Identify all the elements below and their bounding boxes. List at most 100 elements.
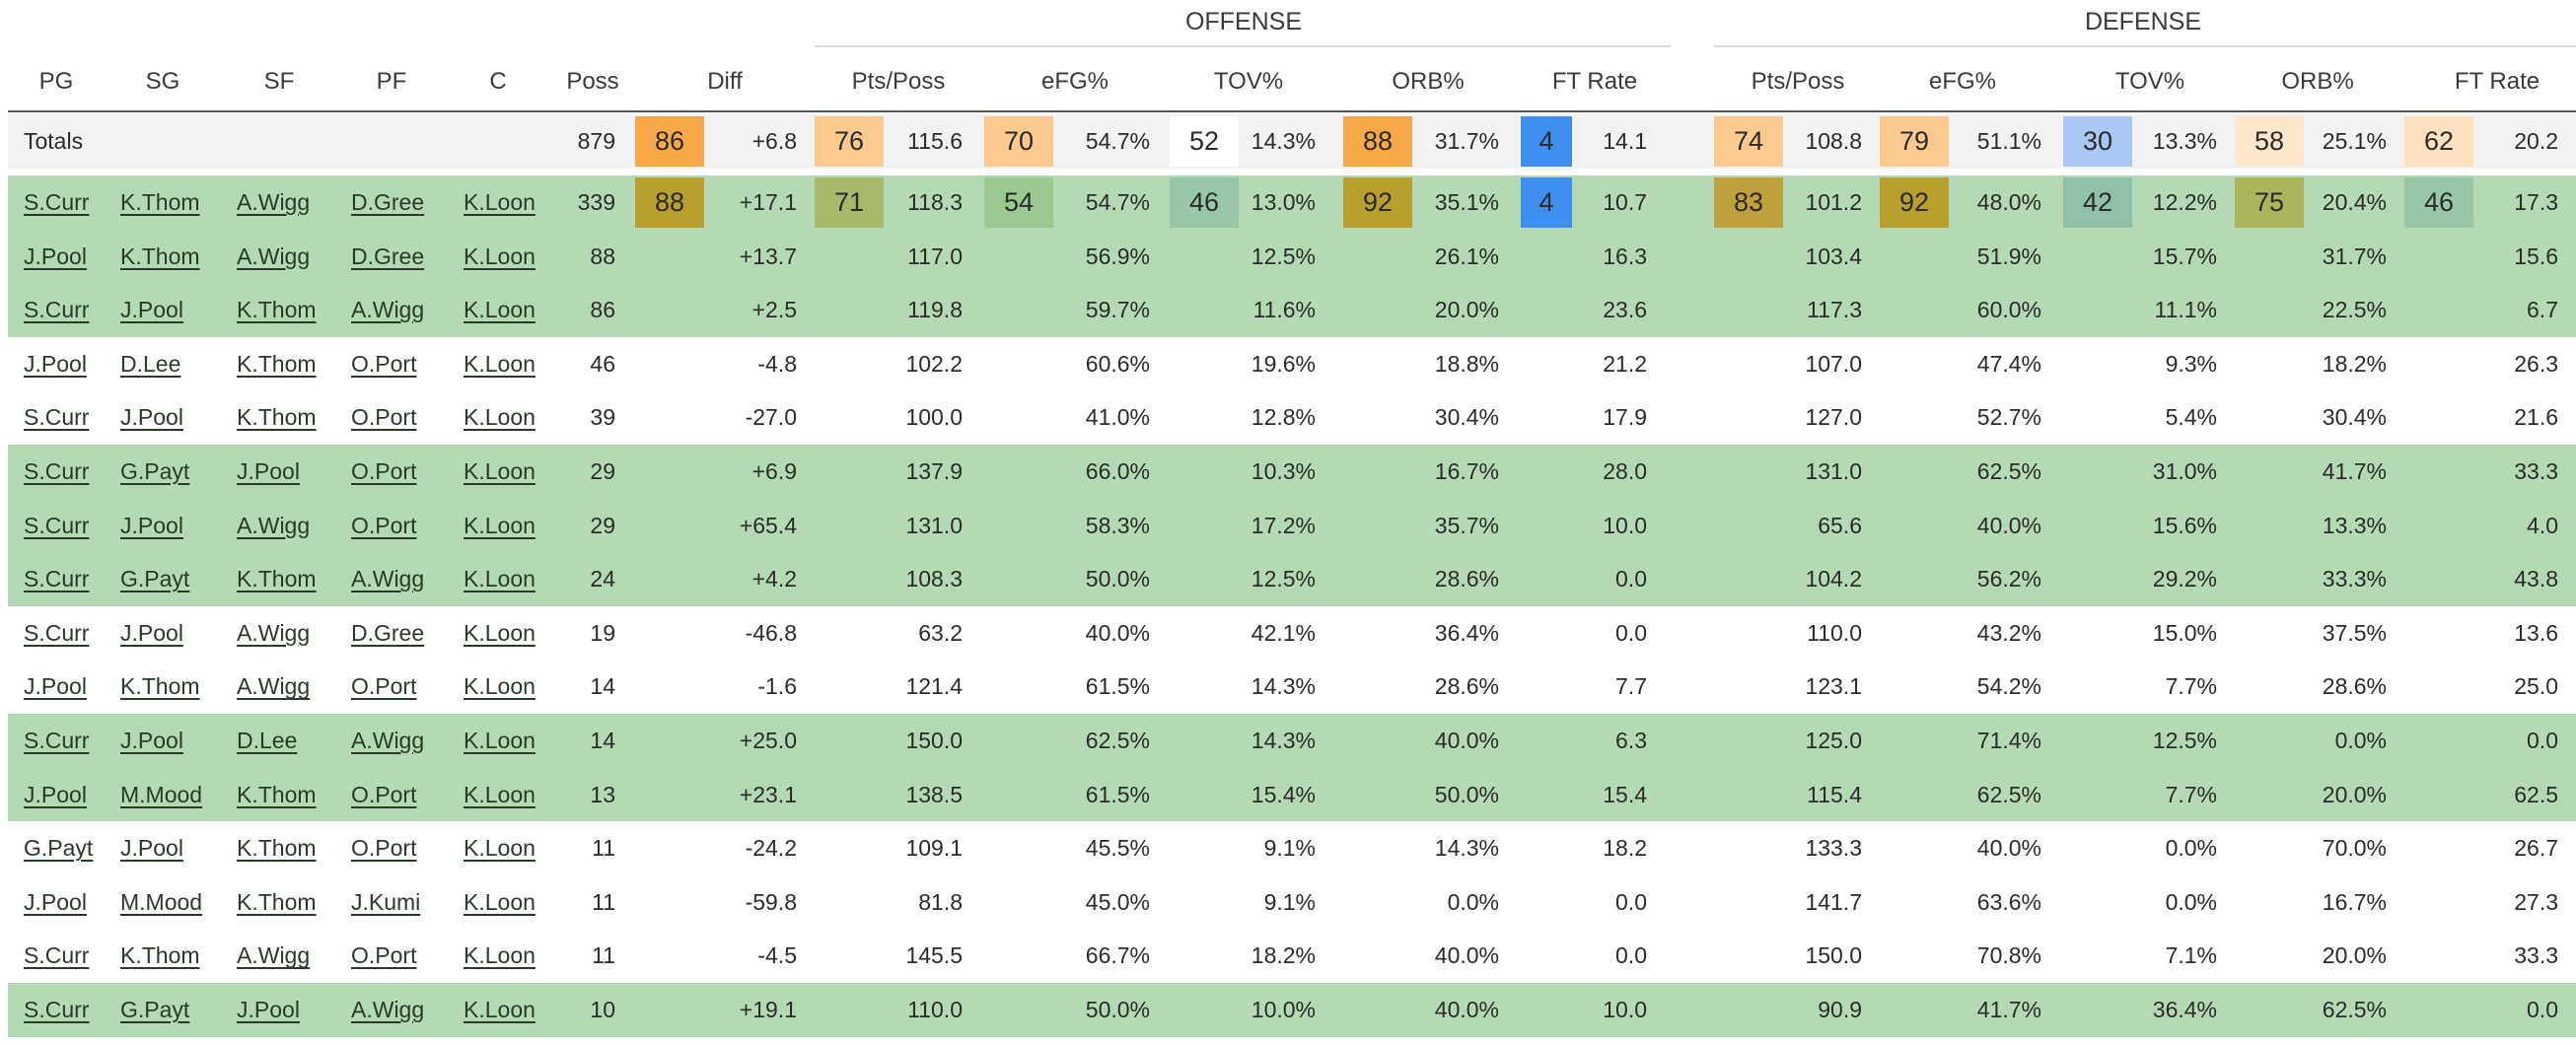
player-link-pf[interactable]: O.Port <box>351 942 417 969</box>
player-link-pf[interactable]: O.Port <box>351 350 417 377</box>
player-link-sf[interactable]: K.Thom <box>237 781 317 807</box>
def-ft-value: 33.3 <box>2514 942 2558 969</box>
player-link-sg[interactable]: J.Pool <box>120 512 183 538</box>
player-link-pg[interactable]: S.Curr <box>24 458 90 484</box>
player-link-c[interactable]: K.Loon <box>464 297 536 323</box>
player-link-sf[interactable]: J.Pool <box>237 458 300 484</box>
col-header-def-orb[interactable]: ORB% <box>2281 68 2354 95</box>
col-header-off-tov[interactable]: TOV% <box>1213 68 1284 95</box>
player-link-sg[interactable]: M.Mood <box>120 888 203 915</box>
player-link-c[interactable]: K.Loon <box>464 512 536 538</box>
col-header-pf[interactable]: PF <box>376 68 407 95</box>
player-link-pg[interactable]: S.Curr <box>24 404 90 431</box>
player-link-pg[interactable]: S.Curr <box>24 728 90 753</box>
player-link-c[interactable]: K.Loon <box>464 835 536 862</box>
totals-def-orb-percentile: 58 <box>2235 116 2304 167</box>
player-link-sf[interactable]: K.Thom <box>237 297 317 323</box>
player-link-pg[interactable]: J.Pool <box>24 243 87 269</box>
player-link-sf[interactable]: J.Pool <box>237 997 300 1022</box>
col-header-def-efg[interactable]: eFG% <box>1928 68 1996 95</box>
player-link-sf[interactable]: K.Thom <box>237 835 317 862</box>
player-link-c[interactable]: K.Loon <box>464 189 536 215</box>
player-link-sg[interactable]: J.Pool <box>120 404 183 431</box>
player-link-sf[interactable]: K.Thom <box>237 888 317 915</box>
player-link-sg[interactable]: K.Thom <box>120 189 200 215</box>
player-link-sg[interactable]: M.Mood <box>120 781 203 807</box>
player-link-sg[interactable]: J.Pool <box>120 835 183 862</box>
player-link-c[interactable]: K.Loon <box>464 997 536 1022</box>
player-link-pf[interactable]: O.Port <box>351 835 417 862</box>
player-link-c[interactable]: K.Loon <box>464 781 536 807</box>
player-link-c[interactable]: K.Loon <box>464 404 536 431</box>
player-link-sf[interactable]: A.Wigg <box>237 189 311 215</box>
player-link-pf[interactable]: O.Port <box>351 404 417 431</box>
col-header-c[interactable]: C <box>489 68 507 95</box>
player-link-pg[interactable]: S.Curr <box>24 512 90 538</box>
player-link-pg[interactable]: S.Curr <box>24 297 90 323</box>
col-header-off-ft[interactable]: FT Rate <box>1551 68 1638 95</box>
player-link-pg[interactable]: J.Pool <box>24 781 87 807</box>
player-link-sf[interactable]: A.Wigg <box>237 619 311 646</box>
player-link-sf[interactable]: K.Thom <box>237 350 317 377</box>
player-link-c[interactable]: K.Loon <box>464 942 536 969</box>
player-link-c[interactable]: K.Loon <box>464 728 536 753</box>
player-link-pg[interactable]: S.Curr <box>24 619 90 646</box>
player-link-sf[interactable]: A.Wigg <box>237 512 311 538</box>
player-link-pf[interactable]: O.Port <box>351 512 417 538</box>
player-link-pf[interactable]: J.Kumi <box>351 888 421 915</box>
player-link-pf[interactable]: A.Wigg <box>351 566 425 592</box>
col-header-def-ft[interactable]: FT Rate <box>2454 68 2540 95</box>
player-link-pf[interactable]: A.Wigg <box>351 728 425 753</box>
player-link-pg[interactable]: J.Pool <box>24 673 87 700</box>
player-link-pf[interactable]: O.Port <box>351 781 417 807</box>
col-header-diff[interactable]: Diff <box>707 68 743 95</box>
player-link-c[interactable]: K.Loon <box>464 673 536 700</box>
player-link-pg[interactable]: G.Payt <box>24 835 94 862</box>
col-header-off-efg[interactable]: eFG% <box>1040 68 1109 95</box>
player-link-pg[interactable]: S.Curr <box>24 942 90 969</box>
player-link-sf[interactable]: A.Wigg <box>237 673 311 700</box>
col-header-sf[interactable]: SF <box>263 68 295 95</box>
player-link-pg[interactable]: S.Curr <box>24 189 90 215</box>
player-link-sf[interactable]: A.Wigg <box>237 942 311 969</box>
player-link-pf[interactable]: D.Gree <box>351 243 425 269</box>
player-link-pf[interactable]: D.Gree <box>351 189 425 215</box>
player-link-pf[interactable]: A.Wigg <box>351 997 425 1022</box>
player-link-pg[interactable]: J.Pool <box>24 350 87 377</box>
player-link-sg[interactable]: K.Thom <box>120 942 200 969</box>
player-link-c[interactable]: K.Loon <box>464 458 536 484</box>
player-link-sf[interactable]: K.Thom <box>237 566 317 592</box>
diff-value: +19.1 <box>739 997 797 1022</box>
player-link-sf[interactable]: A.Wigg <box>237 243 311 269</box>
col-header-off-pts[interactable]: Pts/Poss <box>851 68 946 95</box>
player-link-sg[interactable]: K.Thom <box>120 673 200 700</box>
col-header-def-tov[interactable]: TOV% <box>2114 68 2185 95</box>
player-link-pf[interactable]: D.Gree <box>351 619 425 646</box>
player-link-pf[interactable]: O.Port <box>351 673 417 700</box>
player-link-sf[interactable]: K.Thom <box>237 404 317 431</box>
player-link-sg[interactable]: G.Payt <box>120 997 190 1022</box>
col-header-poss[interactable]: Poss <box>566 68 619 95</box>
player-link-pg[interactable]: S.Curr <box>24 566 90 592</box>
player-link-c[interactable]: K.Loon <box>464 888 536 915</box>
player-link-sg[interactable]: G.Payt <box>120 458 190 484</box>
player-link-sf[interactable]: D.Lee <box>237 728 298 753</box>
col-header-off-orb[interactable]: ORB% <box>1392 68 1465 95</box>
player-link-c[interactable]: K.Loon <box>464 243 536 269</box>
col-header-sg[interactable]: SG <box>145 68 180 95</box>
col-header-pg[interactable]: PG <box>38 68 74 95</box>
player-link-c[interactable]: K.Loon <box>464 350 536 377</box>
player-link-pf[interactable]: A.Wigg <box>351 297 425 323</box>
player-link-pf[interactable]: O.Port <box>351 458 417 484</box>
player-link-c[interactable]: K.Loon <box>464 619 536 646</box>
player-link-sg[interactable]: J.Pool <box>120 619 183 646</box>
player-link-sg[interactable]: G.Payt <box>120 566 190 592</box>
player-link-pg[interactable]: S.Curr <box>24 997 90 1022</box>
player-link-sg[interactable]: D.Lee <box>120 350 181 377</box>
player-link-c[interactable]: K.Loon <box>464 566 536 592</box>
col-header-def-pts[interactable]: Pts/Poss <box>1751 68 1845 95</box>
player-link-sg[interactable]: J.Pool <box>120 297 183 323</box>
player-link-sg[interactable]: K.Thom <box>120 243 200 269</box>
player-link-sg[interactable]: J.Pool <box>120 728 183 753</box>
player-link-pg[interactable]: J.Pool <box>24 888 87 915</box>
